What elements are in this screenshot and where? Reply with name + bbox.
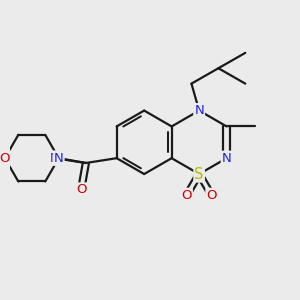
Text: O: O [76,183,86,196]
Text: N: N [194,104,204,117]
Text: S: S [194,167,204,182]
Text: N: N [222,152,232,165]
Text: O: O [182,189,192,202]
Text: N: N [54,152,64,165]
Text: O: O [206,189,217,202]
Text: O: O [0,152,10,165]
Text: N: N [50,152,60,165]
